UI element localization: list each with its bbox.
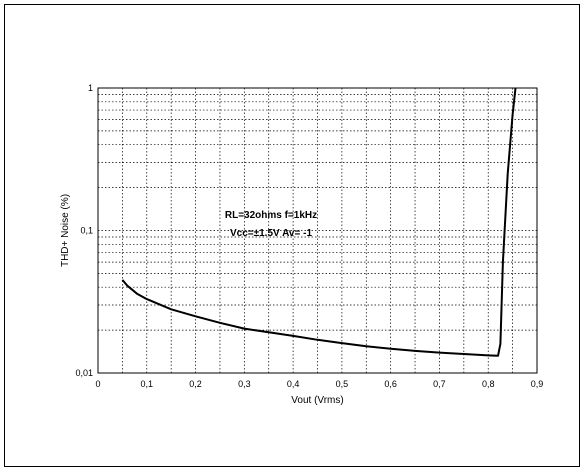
x-tick-label: 0,8 (482, 379, 495, 389)
chart-frame (4, 4, 580, 467)
x-tick-label: 0,9 (531, 379, 544, 389)
x-tick-label: 0,2 (189, 379, 202, 389)
x-tick-label: 0,1 (141, 379, 154, 389)
x-axis-label: Vout (Vrms) (291, 395, 343, 406)
grid (98, 88, 537, 373)
x-tick-label: 0,6 (384, 379, 397, 389)
plot-border (97, 87, 538, 374)
y-tick-label: 0,1 (80, 226, 93, 236)
y-axis-label: THD+ Noise (%) (60, 194, 71, 267)
x-tick-label: 0,5 (336, 379, 349, 389)
series-line (121, 87, 517, 357)
y-tick-label: 0,01 (75, 368, 93, 378)
y-tick-label: 1 (88, 83, 93, 93)
x-tick-label: 0,4 (287, 379, 300, 389)
x-tick-label: 0,3 (238, 379, 251, 389)
x-tick-label: 0 (95, 379, 100, 389)
tick-labels: 0 0,1 0,2 0,3 0,4 0,5 0,6 0,7 0,8 0,9 0,01 0,1 1 (75, 83, 543, 389)
annotation-load: RL=32ohms f=1kHz (225, 210, 317, 221)
series-layer (121, 87, 517, 357)
annotation-supply: Vcc=±1.5V Av= -1 (230, 228, 312, 239)
x-tick-label: 0,7 (433, 379, 446, 389)
